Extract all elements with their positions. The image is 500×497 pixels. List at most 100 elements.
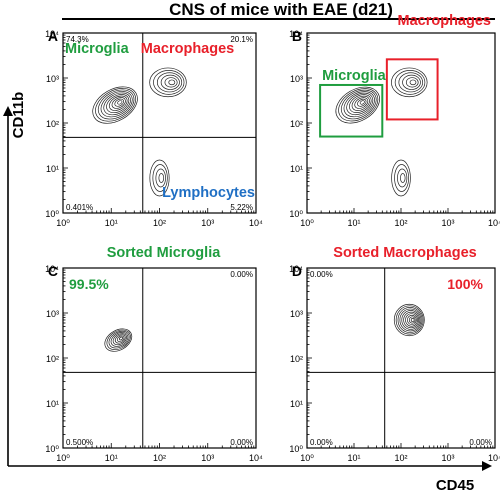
contour-level (401, 310, 421, 330)
x-tick-label: 10⁴ (488, 453, 500, 463)
x-tick-label: 10³ (441, 453, 454, 463)
contour-level (110, 332, 129, 347)
quadrant-percent: 0.00% (310, 270, 333, 279)
contour-level (160, 74, 180, 90)
x-tick-label: 10⁴ (249, 218, 263, 228)
contour-level (97, 89, 135, 120)
quadrant-percent: 0.500% (66, 438, 93, 447)
panel-letter: A (48, 28, 58, 44)
population-label: Microglia (65, 41, 130, 57)
quadrant-percent: 0.00% (469, 438, 492, 447)
x-tick-label: 10⁰ (56, 218, 70, 228)
figure-title: CNS of mice with EAE (d21) (169, 0, 393, 19)
contour-level (95, 88, 137, 122)
y-tick-label: 10⁴ (45, 264, 59, 274)
gate-box-macrophages (385, 58, 439, 121)
contour-level (410, 318, 415, 322)
contour-level (340, 89, 377, 120)
y-axis-arrow (3, 106, 13, 466)
x-tick-label: 10² (394, 453, 407, 463)
contour-level (397, 168, 408, 188)
contour-level (119, 336, 124, 341)
sorted-purity-percent: 100% (447, 276, 483, 292)
contour-level (155, 168, 166, 188)
contour-level (349, 94, 372, 113)
contour-level (408, 316, 416, 324)
contour-level (409, 79, 417, 86)
y-tick-label: 10² (46, 354, 59, 364)
y-tick-label: 10² (46, 119, 59, 129)
contour-level (153, 70, 185, 95)
contour-level (104, 328, 133, 352)
contour-level (112, 333, 127, 346)
contour-level (168, 79, 176, 86)
contour-group (92, 67, 187, 197)
contour-level (359, 100, 365, 105)
contour-level (116, 335, 125, 342)
y-tick-label: 10² (290, 354, 303, 364)
plot-frame (62, 267, 257, 449)
contour-level (351, 95, 370, 111)
y-axis-title: CD11b (10, 92, 27, 139)
contour-level (158, 173, 165, 183)
quadrant-percent: 0.00% (230, 438, 253, 447)
quadrant-percent: 0.00% (310, 438, 333, 447)
sorted-purity-percent: 99.5% (69, 276, 109, 292)
contour-level (399, 308, 422, 332)
contour-level (393, 303, 425, 337)
contour-level (164, 77, 178, 88)
contour-level (106, 329, 131, 351)
y-tick-label: 10¹ (290, 164, 303, 174)
quadrant-percent: 0.00% (230, 270, 253, 279)
x-tick-label: 10² (153, 218, 166, 228)
panel-letter: B (292, 28, 302, 44)
y-tick-label: 10⁰ (289, 444, 303, 454)
plot-frame (306, 267, 496, 449)
y-tick-label: 10¹ (290, 399, 303, 409)
contour-level (338, 88, 379, 122)
x-tick-label: 10¹ (105, 453, 118, 463)
contour-level (398, 72, 424, 93)
panel-c: 10⁰ 10¹ 10² 10³ 10⁴ 10⁰ 10¹ 10² 10³ 10⁴ 0.00% 0.500… (45, 245, 263, 463)
contour-level (152, 164, 168, 192)
axis-ticks (62, 32, 257, 214)
x-tick-label: 10¹ (347, 453, 360, 463)
contour-level (114, 98, 125, 107)
contour-level (403, 311, 420, 329)
x-tick-label: 10⁴ (488, 218, 500, 228)
contour-level (92, 86, 138, 124)
x-tick-label: 10³ (201, 218, 214, 228)
x-tick-label: 10² (394, 218, 407, 228)
x-axis-arrow (8, 461, 492, 471)
x-axis-title: CD45 (436, 477, 474, 494)
population-label: Lymphocytes (162, 185, 255, 201)
contour-level (405, 313, 418, 327)
panel-letter: C (48, 263, 58, 279)
gate-label: Microglia (322, 68, 387, 84)
x-tick-label: 10⁰ (300, 218, 314, 228)
contour-level (402, 74, 421, 90)
quadrant-percent: 20.1% (230, 35, 253, 44)
plot-frame (62, 32, 257, 214)
contour-level (108, 95, 128, 111)
contour-level (103, 92, 131, 116)
y-tick-label: 10³ (46, 309, 59, 319)
contour-level (391, 67, 428, 98)
quadrant-percent: 5.22% (230, 203, 253, 212)
contour-level (149, 67, 187, 98)
contour-group (393, 303, 425, 337)
contour-level (394, 164, 409, 192)
axis-ticks (306, 32, 496, 214)
contour-level (111, 97, 126, 109)
contour-level (391, 159, 411, 197)
x-tick-label: 10³ (201, 453, 214, 463)
contour-level (149, 159, 170, 197)
y-tick-label: 10⁴ (45, 29, 59, 39)
y-tick-label: 10⁰ (289, 209, 303, 219)
gate-box-microglia (319, 83, 384, 138)
panel-title: Sorted Microglia (107, 245, 222, 261)
plot-frame (306, 32, 496, 214)
panel-a: 10⁰ 10¹ 10² 10³ 10⁴ 10⁰ 10¹ 10² 10³ 10⁴ 74.3% 20.1%… (45, 28, 263, 228)
y-tick-label: 10² (290, 119, 303, 129)
